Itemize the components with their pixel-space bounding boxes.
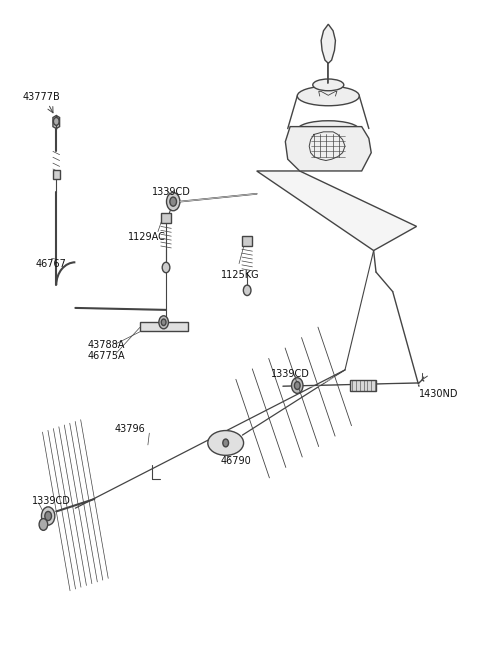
Polygon shape [257, 171, 417, 251]
Circle shape [53, 117, 59, 125]
Text: 43777B: 43777B [23, 92, 60, 102]
Polygon shape [53, 115, 60, 128]
Text: 1339CD: 1339CD [152, 187, 191, 198]
Circle shape [170, 197, 177, 206]
Polygon shape [285, 126, 371, 171]
Text: 46775A: 46775A [87, 350, 125, 360]
Ellipse shape [297, 121, 360, 139]
Circle shape [39, 519, 48, 531]
FancyBboxPatch shape [53, 170, 60, 179]
Text: 1339CD: 1339CD [32, 496, 71, 506]
Circle shape [161, 319, 166, 326]
Circle shape [294, 382, 300, 390]
FancyBboxPatch shape [161, 213, 171, 223]
Polygon shape [321, 24, 336, 64]
Text: 1339CD: 1339CD [271, 369, 310, 379]
Ellipse shape [297, 86, 360, 105]
Polygon shape [140, 322, 188, 331]
FancyBboxPatch shape [242, 236, 252, 246]
Text: 46767: 46767 [36, 259, 67, 269]
Text: 43788A: 43788A [87, 340, 125, 350]
Circle shape [291, 378, 303, 394]
Circle shape [162, 262, 170, 272]
Circle shape [167, 193, 180, 211]
Circle shape [159, 316, 168, 329]
Ellipse shape [208, 430, 243, 455]
FancyBboxPatch shape [350, 381, 376, 391]
Circle shape [223, 439, 228, 447]
Circle shape [41, 507, 55, 525]
Text: 1125KG: 1125KG [221, 271, 260, 280]
Circle shape [243, 285, 251, 295]
Text: 1430ND: 1430ND [419, 389, 458, 399]
Ellipse shape [313, 79, 344, 91]
Text: 1129AC: 1129AC [128, 233, 166, 242]
Text: 46790: 46790 [221, 456, 252, 466]
Circle shape [45, 512, 51, 521]
Text: 43796: 43796 [115, 424, 146, 434]
